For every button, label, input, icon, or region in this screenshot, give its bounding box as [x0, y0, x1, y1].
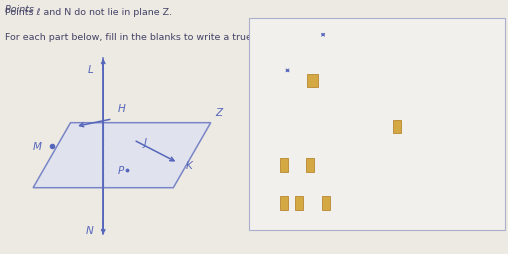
- FancyBboxPatch shape: [280, 158, 288, 172]
- Text: (a)  Suppose line: (a) Suppose line: [259, 41, 338, 50]
- FancyBboxPatch shape: [393, 120, 401, 134]
- Text: M: M: [33, 141, 42, 151]
- Text: is drawn on the figure.: is drawn on the figure.: [329, 41, 434, 50]
- Text: are distinct lines that intersect.: are distinct lines that intersect.: [319, 77, 464, 86]
- FancyBboxPatch shape: [295, 196, 303, 210]
- Text: J: J: [144, 137, 147, 147]
- Text: Then: Then: [267, 77, 292, 86]
- Text: Points: Points: [5, 5, 37, 14]
- FancyBboxPatch shape: [307, 74, 318, 88]
- Text: Points ℓ and N do not lie in plane Z.: Points ℓ and N do not lie in plane Z.: [5, 8, 172, 17]
- Text: are distinct points that are collinear.: are distinct points that are collinear.: [315, 161, 483, 170]
- Text: K: K: [185, 160, 192, 170]
- Text: JP: JP: [283, 77, 292, 86]
- FancyBboxPatch shape: [322, 196, 330, 210]
- Text: H: H: [118, 104, 126, 114]
- Text: P: P: [118, 166, 124, 176]
- Text: , and: , and: [289, 161, 314, 170]
- Text: and: and: [294, 77, 316, 86]
- Text: , and: , and: [304, 199, 329, 208]
- Text: (d)  H,: (d) H,: [259, 199, 290, 208]
- Text: (b)  Another name for plane Z is plane: (b) Another name for plane Z is plane: [259, 122, 436, 132]
- Text: .: .: [403, 122, 406, 132]
- Text: For each part below, fill in the blanks to write a true statement.: For each part below, fill in the blanks …: [5, 33, 307, 42]
- Text: N: N: [85, 225, 93, 235]
- Text: JP: JP: [319, 41, 327, 50]
- Text: L: L: [87, 65, 93, 75]
- Text: Z: Z: [215, 107, 223, 117]
- Text: (c)  N,: (c) N,: [259, 161, 289, 170]
- FancyBboxPatch shape: [306, 158, 314, 172]
- FancyBboxPatch shape: [249, 19, 505, 230]
- Polygon shape: [33, 123, 211, 188]
- Text: are distinct points that are coplanar.: are distinct points that are coplanar.: [331, 199, 498, 208]
- Text: ,: ,: [289, 199, 295, 208]
- FancyBboxPatch shape: [280, 196, 288, 210]
